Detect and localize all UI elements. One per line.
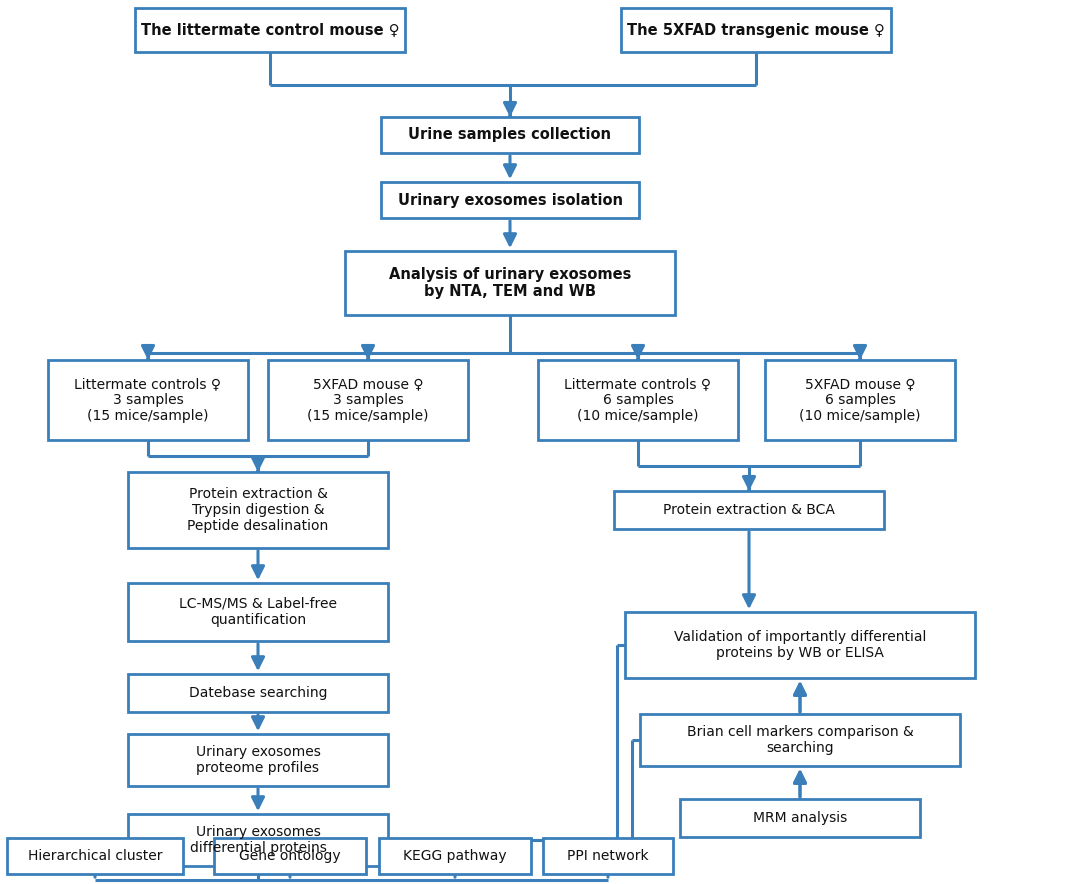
Text: Protein extraction & BCA: Protein extraction & BCA — [663, 503, 835, 517]
Text: Hierarchical cluster: Hierarchical cluster — [28, 849, 162, 863]
FancyBboxPatch shape — [625, 612, 975, 678]
Text: PPI network: PPI network — [567, 849, 649, 863]
FancyBboxPatch shape — [129, 583, 388, 641]
Text: LC-MS/MS & Label-free
quantification: LC-MS/MS & Label-free quantification — [179, 597, 337, 627]
Text: Protein extraction &
Trypsin digestion &
Peptide desalination: Protein extraction & Trypsin digestion &… — [187, 487, 328, 533]
FancyBboxPatch shape — [129, 472, 388, 548]
Text: Urinary exosomes
proteome profiles: Urinary exosomes proteome profiles — [195, 745, 321, 775]
Text: Littermate controls ♀
6 samples
(10 mice/sample): Littermate controls ♀ 6 samples (10 mice… — [565, 377, 712, 423]
Text: Analysis of urinary exosomes
by NTA, TEM and WB: Analysis of urinary exosomes by NTA, TEM… — [389, 267, 631, 299]
Text: The 5XFAD transgenic mouse ♀: The 5XFAD transgenic mouse ♀ — [627, 22, 885, 37]
FancyBboxPatch shape — [381, 117, 639, 153]
FancyBboxPatch shape — [379, 838, 531, 874]
FancyBboxPatch shape — [680, 799, 920, 837]
Text: 5XFAD mouse ♀
6 samples
(10 mice/sample): 5XFAD mouse ♀ 6 samples (10 mice/sample) — [799, 377, 921, 423]
Text: KEGG pathway: KEGG pathway — [403, 849, 507, 863]
Text: Urinary exosomes
differential proteins: Urinary exosomes differential proteins — [190, 825, 326, 855]
FancyBboxPatch shape — [6, 838, 183, 874]
Text: Gene ontology: Gene ontology — [239, 849, 341, 863]
FancyBboxPatch shape — [345, 251, 675, 315]
Text: 5XFAD mouse ♀
3 samples
(15 mice/sample): 5XFAD mouse ♀ 3 samples (15 mice/sample) — [307, 377, 429, 423]
FancyBboxPatch shape — [543, 838, 673, 874]
FancyBboxPatch shape — [615, 491, 885, 529]
Text: Validation of importantly differential
proteins by WB or ELISA: Validation of importantly differential p… — [674, 630, 927, 660]
Text: Urine samples collection: Urine samples collection — [408, 127, 611, 142]
Text: Urinary exosomes isolation: Urinary exosomes isolation — [397, 193, 622, 208]
FancyBboxPatch shape — [640, 714, 960, 766]
FancyBboxPatch shape — [129, 674, 388, 712]
FancyBboxPatch shape — [765, 360, 955, 440]
FancyBboxPatch shape — [135, 8, 405, 52]
FancyBboxPatch shape — [381, 182, 639, 218]
FancyBboxPatch shape — [621, 8, 891, 52]
Text: The littermate control mouse ♀: The littermate control mouse ♀ — [140, 22, 400, 37]
Text: Datebase searching: Datebase searching — [189, 686, 327, 700]
FancyBboxPatch shape — [268, 360, 468, 440]
Text: Brian cell markers comparison &
searching: Brian cell markers comparison & searchin… — [687, 725, 914, 755]
FancyBboxPatch shape — [129, 734, 388, 786]
Text: Littermate controls ♀
3 samples
(15 mice/sample): Littermate controls ♀ 3 samples (15 mice… — [75, 377, 221, 423]
Text: MRM analysis: MRM analysis — [753, 811, 847, 825]
FancyBboxPatch shape — [48, 360, 248, 440]
FancyBboxPatch shape — [129, 814, 388, 866]
FancyBboxPatch shape — [214, 838, 366, 874]
FancyBboxPatch shape — [538, 360, 738, 440]
